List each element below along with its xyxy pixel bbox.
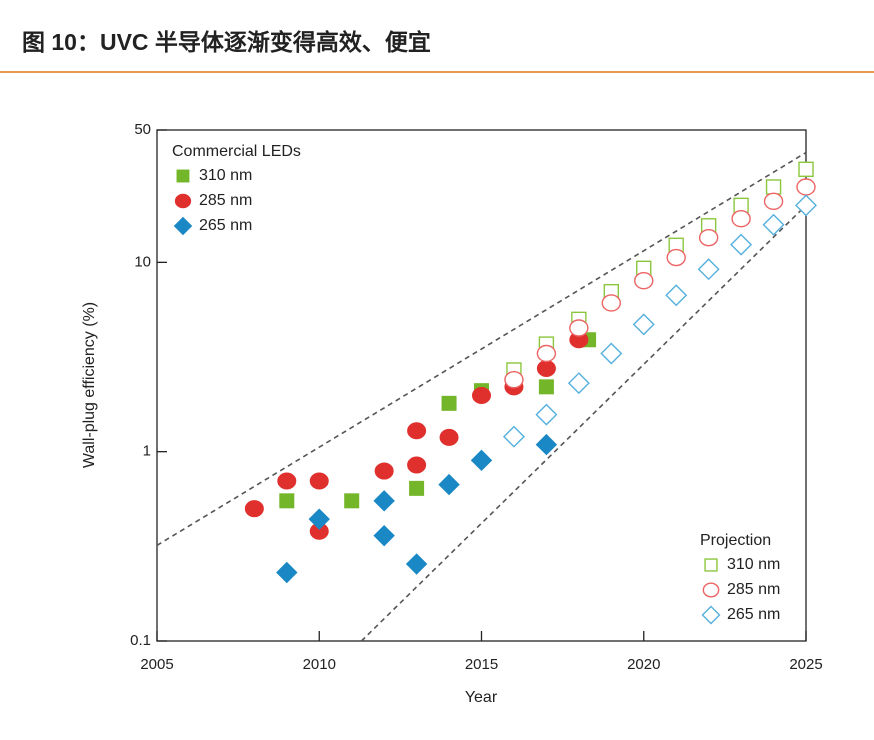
- marker-circle: [634, 271, 654, 290]
- marker-diamond: [665, 284, 688, 307]
- legend-marker: [174, 193, 192, 209]
- trend-line: [156, 151, 807, 547]
- marker-circle: [472, 387, 491, 405]
- marker-diamond: [535, 403, 558, 426]
- y-axis-label: Wall-plug efficiency (%): [81, 302, 98, 468]
- marker-diamond: [795, 194, 817, 217]
- legend-label: 310 nm: [727, 556, 780, 573]
- marker-diamond: [762, 213, 785, 236]
- marker-diamond: [373, 524, 395, 547]
- legend-marker: [702, 582, 720, 598]
- legend-label: 265 nm: [727, 606, 780, 623]
- legend-title: Commercial LEDs: [172, 143, 301, 160]
- marker-circle: [666, 248, 686, 267]
- legend-label: 285 nm: [199, 192, 252, 209]
- legend-marker: [704, 558, 718, 572]
- marker-circle: [536, 344, 557, 363]
- marker-circle: [731, 210, 751, 228]
- marker-circle: [374, 462, 394, 480]
- marker-circle: [244, 500, 264, 518]
- marker-circle: [569, 319, 589, 337]
- marker-square: [765, 179, 782, 195]
- legend-title: Projection: [700, 532, 771, 549]
- marker-circle: [407, 422, 427, 440]
- marker-circle: [439, 428, 459, 446]
- marker-square: [409, 480, 425, 496]
- marker-diamond: [730, 233, 753, 256]
- legend-marker: [173, 216, 193, 236]
- marker-circle: [407, 456, 427, 474]
- x-tick-label: 2010: [303, 656, 336, 673]
- marker-square: [344, 493, 360, 509]
- trend-line: [360, 204, 807, 642]
- x-tick-label: 2005: [140, 656, 173, 673]
- marker-circle: [536, 359, 556, 377]
- x-tick-label: 2015: [465, 656, 498, 673]
- marker-circle: [309, 472, 329, 490]
- marker-square: [798, 161, 814, 178]
- legend-label: 285 nm: [727, 581, 780, 598]
- page-title: 图 10：UVC 半导体逐渐变得高效、便宜: [22, 29, 431, 55]
- marker-diamond: [373, 490, 395, 512]
- legend-marker: [701, 605, 721, 625]
- marker-diamond: [276, 561, 298, 584]
- marker-square: [441, 395, 457, 411]
- marker-diamond: [567, 372, 590, 395]
- marker-circle: [698, 228, 719, 247]
- x-tick-label: 2020: [627, 656, 660, 673]
- y-tick-label: 10: [134, 253, 151, 270]
- legend-label: 265 nm: [199, 217, 252, 234]
- marker-circle: [763, 192, 784, 211]
- marker-circle: [796, 178, 816, 196]
- legend-label: 310 nm: [199, 167, 252, 184]
- x-tick-label: 2025: [789, 656, 822, 673]
- marker-square: [279, 493, 295, 509]
- y-tick-label: 1: [143, 443, 151, 460]
- marker-circle: [601, 294, 621, 312]
- marker-diamond: [405, 553, 428, 575]
- marker-diamond: [438, 473, 460, 496]
- marker-diamond: [535, 433, 558, 456]
- marker-circle: [277, 472, 297, 490]
- y-tick-label: 50: [134, 121, 151, 138]
- marker-diamond: [502, 425, 525, 448]
- marker-diamond: [632, 313, 655, 336]
- marker-square: [538, 379, 554, 395]
- marker-diamond: [697, 258, 720, 281]
- marker-diamond: [308, 508, 330, 530]
- x-axis-label: Year: [465, 689, 498, 706]
- marker-diamond: [470, 449, 493, 472]
- marker-diamond: [600, 342, 623, 365]
- y-tick-label: 0.1: [130, 632, 151, 649]
- legend-marker: [176, 169, 190, 183]
- marker-circle: [504, 370, 524, 389]
